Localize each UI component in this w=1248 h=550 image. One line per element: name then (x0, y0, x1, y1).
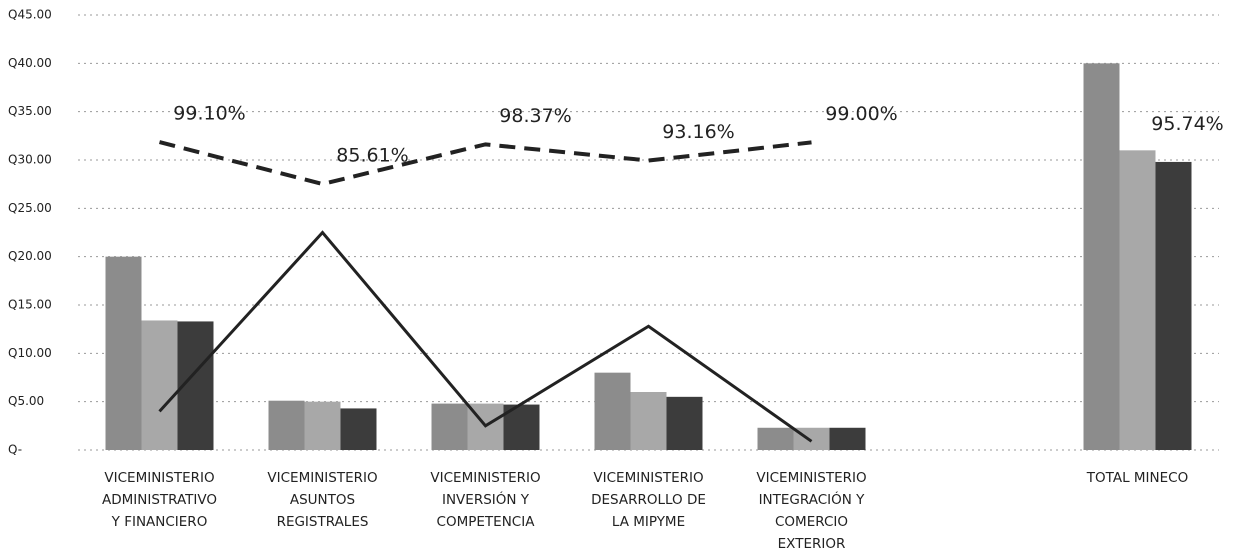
bar (1155, 161, 1192, 450)
x-tick-label-line: COMPETENCIA (437, 514, 536, 530)
value-label: 85.61% (336, 144, 408, 166)
value-label: 99.10% (173, 103, 245, 125)
bar (1119, 150, 1156, 451)
x-tick-label-line: VICEMINISTERIO (267, 470, 377, 486)
x-tick-label-line: Y FINANCIERO (111, 514, 208, 530)
y-tick-label: Q40.00 (8, 56, 52, 70)
x-tick-label-line: TOTAL MINECO (1086, 470, 1188, 486)
value-label: 93.16% (662, 121, 734, 143)
bar (304, 401, 341, 450)
bar (105, 256, 142, 450)
x-tick-label-line: INTEGRACIÓN Y (759, 490, 866, 508)
bar (141, 320, 178, 450)
x-tick-label-line: INVERSIÓN Y (442, 490, 530, 508)
bar (757, 427, 794, 450)
x-tick-label: VICEMINISTERIO INVERSIÓN Y COMPETENCIA (430, 470, 540, 530)
x-tick-label: VICEMINISTERIO ADMINISTRATIVO Y FINANCIERO (102, 470, 217, 530)
x-tick-label-line: ADMINISTRATIVO (102, 492, 217, 508)
y-tick-label: Q5.00 (8, 394, 44, 408)
x-tick-label-line: VICEMINISTERIO (104, 470, 214, 486)
x-tick-label: VICEMINISTERIO DESARROLLO DE LA MIPYME (591, 470, 706, 530)
x-tick-label-line: ASUNTOS (290, 492, 355, 508)
y-tick-label: Q45.00 (8, 8, 52, 22)
x-tick-label-line: VICEMINISTERIO (756, 470, 866, 486)
bar (431, 403, 468, 450)
x-tick-label-line: VICEMINISTERIO (593, 470, 703, 486)
value-label: 99.00% (825, 103, 897, 125)
bar (594, 372, 631, 450)
bar (666, 396, 703, 450)
y-tick-label: Q- (8, 443, 22, 457)
bar (829, 427, 866, 450)
bar (268, 400, 305, 450)
x-tick-label: VICEMINISTERIO ASUNTOS REGISTRALES (267, 470, 377, 530)
y-tick-label: Q35.00 (8, 104, 52, 118)
x-tick-label-line: EXTERIOR (778, 536, 846, 550)
line (158, 230, 813, 443)
y-tick-label: Q15.00 (8, 298, 52, 312)
y-tick-label: Q30.00 (8, 153, 52, 167)
value-label: 95.74% (1151, 113, 1223, 135)
dashed-line (160, 142, 1138, 184)
x-tick-label-line: VICEMINISTERIO (430, 470, 540, 486)
y-tick-label: Q10.00 (8, 346, 52, 360)
x-tick-label-line: REGISTRALES (277, 514, 369, 530)
y-tick-label: Q25.00 (8, 201, 52, 215)
x-tick-label-line: COMERCIO (775, 514, 848, 530)
x-tick-label-line: DESARROLLO DE (591, 492, 706, 508)
x-tick-label: TOTAL MINECO (1086, 470, 1188, 486)
bar (630, 392, 667, 450)
value-label: 98.37% (499, 105, 571, 127)
bar (340, 408, 377, 450)
bar (1083, 63, 1120, 450)
x-tick-label-line: LA MIPYME (612, 514, 685, 530)
x-tick-label: VICEMINISTERIO INTEGRACIÓN Y COMERCIO EXTER… (756, 470, 866, 550)
y-tick-label: Q20.00 (8, 249, 52, 263)
